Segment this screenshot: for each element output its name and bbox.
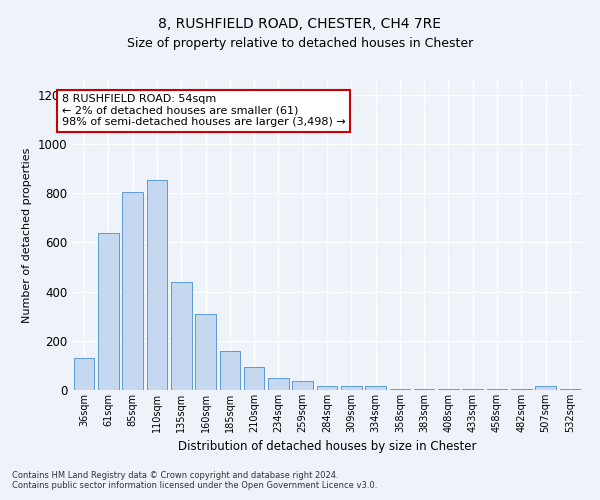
Bar (365, 386, 386, 390)
Bar (535, 386, 556, 390)
Text: Contains HM Land Registry data © Crown copyright and database right 2024.: Contains HM Land Registry data © Crown c… (12, 471, 338, 480)
Y-axis label: Number of detached properties: Number of detached properties (22, 148, 32, 322)
Text: 8, RUSHFIELD ROAD, CHESTER, CH4 7RE: 8, RUSHFIELD ROAD, CHESTER, CH4 7RE (158, 18, 442, 32)
Bar (560, 389, 580, 390)
Bar (317, 386, 337, 390)
Bar (487, 389, 508, 390)
Text: 8 RUSHFIELD ROAD: 54sqm
← 2% of detached houses are smaller (61)
98% of semi-det: 8 RUSHFIELD ROAD: 54sqm ← 2% of detached… (62, 94, 346, 127)
Bar (389, 389, 410, 390)
Bar (74, 358, 94, 390)
Bar (438, 389, 459, 390)
Bar (171, 282, 191, 390)
Bar (463, 389, 483, 390)
X-axis label: Distribution of detached houses by size in Chester: Distribution of detached houses by size … (178, 440, 476, 454)
Bar (98, 232, 119, 390)
Bar (268, 378, 289, 390)
Text: Contains public sector information licensed under the Open Government Licence v3: Contains public sector information licen… (12, 481, 377, 490)
Bar (244, 366, 265, 390)
Bar (511, 389, 532, 390)
Bar (146, 180, 167, 390)
Bar (195, 314, 216, 390)
Bar (414, 389, 434, 390)
Bar (220, 350, 240, 390)
Bar (122, 192, 143, 390)
Bar (341, 386, 362, 390)
Text: Size of property relative to detached houses in Chester: Size of property relative to detached ho… (127, 38, 473, 51)
Bar (292, 380, 313, 390)
